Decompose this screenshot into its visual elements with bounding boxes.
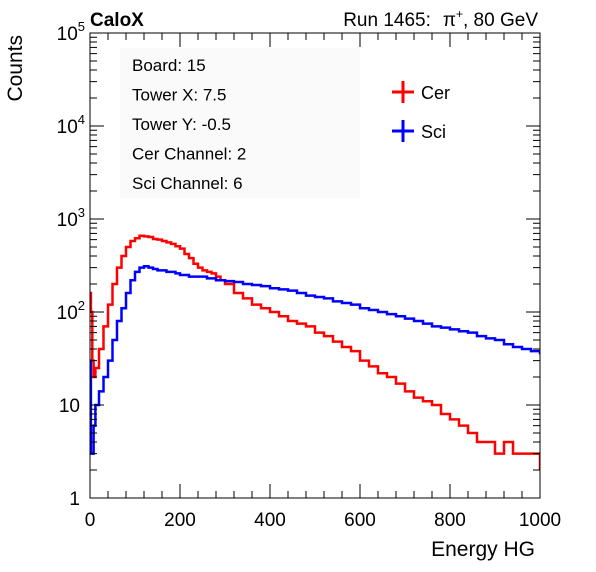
y-tick-label: 103 bbox=[57, 205, 85, 231]
run-label: Run 1465: bbox=[343, 10, 431, 31]
x-tick-label: 200 bbox=[164, 510, 196, 531]
plot-area: 0 200 400 600 800 1000 1 10 102 103 104 105 bbox=[57, 19, 562, 531]
x-tick-label: 800 bbox=[434, 510, 466, 531]
y-tick-label: 104 bbox=[57, 112, 85, 138]
plot-frame bbox=[89, 32, 541, 499]
header: CaloX Run 1465: π+, 80 GeV bbox=[90, 7, 538, 31]
y-axis-ticks: 1 10 102 103 104 105 bbox=[57, 19, 540, 510]
info-box-line: Tower Y: -0.5 bbox=[132, 115, 231, 134]
legend: Cer Sci bbox=[392, 81, 450, 142]
beam-energy: , 80 GeV bbox=[463, 10, 538, 31]
x-tick-label: 0 bbox=[85, 510, 96, 531]
run-info-box: Board: 15 Tower X: 7.5 Tower Y: -0.5 Cer Ch… bbox=[120, 48, 360, 198]
y-tick-label: 105 bbox=[57, 19, 85, 45]
series-sci-line bbox=[90, 265, 540, 455]
x-axis-title: Energy HG bbox=[431, 538, 535, 561]
particle-symbol: π bbox=[443, 10, 456, 31]
info-box-line: Board: 15 bbox=[132, 56, 206, 75]
y-tick-label: 10 bbox=[59, 396, 80, 417]
info-box-background bbox=[120, 48, 360, 198]
info-box-line: Cer Channel: 2 bbox=[132, 145, 246, 164]
run-info: Run 1465: π+, 80 GeV bbox=[343, 7, 538, 31]
series-cer-line bbox=[90, 234, 540, 470]
x-tick-label: 600 bbox=[344, 510, 376, 531]
info-box-line: Tower X: 7.5 bbox=[132, 86, 227, 105]
series-layer bbox=[90, 234, 540, 470]
legend-label-sci: Sci bbox=[421, 122, 446, 142]
y-tick-label: 1 bbox=[69, 489, 80, 510]
y-tick-label: 102 bbox=[57, 298, 85, 324]
particle-charge: + bbox=[456, 7, 463, 21]
x-tick-label: 400 bbox=[254, 510, 286, 531]
x-axis-ticks: 0 200 400 600 800 1000 bbox=[85, 33, 561, 531]
experiment-label: CaloX bbox=[90, 10, 144, 31]
x-tick-label: 1000 bbox=[519, 510, 561, 531]
info-box-line: Sci Channel: 6 bbox=[132, 174, 243, 193]
legend-label-cer: Cer bbox=[421, 83, 450, 103]
y-axis-title: Counts bbox=[4, 35, 27, 102]
